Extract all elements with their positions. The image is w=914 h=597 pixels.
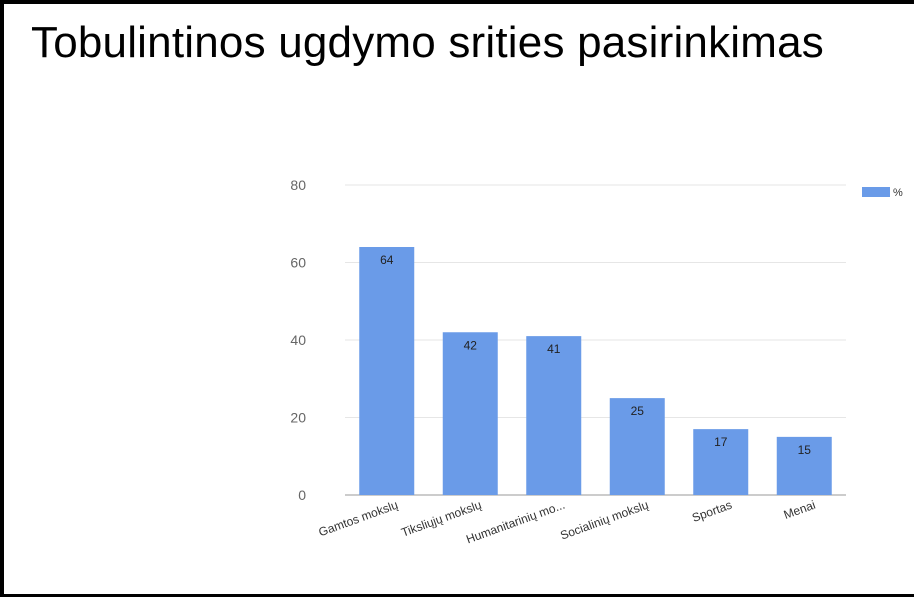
legend: % [862,187,903,199]
bar [526,336,582,495]
gridlines [345,184,846,496]
y-tick-label: 40 [290,332,306,348]
x-axis-ticks: Gamtos mokslų Tiksliųjų mokslųHumanitarin… [317,498,818,547]
legend-swatch [862,187,890,197]
data-labels: 64 42 41 25 17 15 [380,253,811,457]
data-label: 17 [714,435,728,449]
data-label: 41 [547,342,561,356]
bar [359,247,415,495]
data-label: 64 [380,253,394,267]
data-label: 42 [464,338,478,352]
x-tick-label: Sportas [690,498,734,525]
bar [609,398,665,495]
slide-title: Tobulintinos ugdymo srities pasirinkimas [31,18,824,67]
legend-label: % [893,187,903,199]
x-tick-label: Gamtos mokslų [317,498,400,540]
data-label: 25 [631,404,645,418]
x-tick-label: Menai [782,498,818,522]
y-tick-label: 20 [290,410,306,426]
data-label: 15 [798,443,812,457]
bars [359,247,832,495]
y-tick-label: 60 [290,255,306,271]
y-tick-label: 80 [290,177,306,193]
bar [442,332,498,495]
bar [693,429,749,495]
x-tick-label: Socialinių mokslų [558,498,650,543]
y-tick-label: 0 [298,487,306,503]
y-axis-ticks: 0 20 40 60 80 [290,177,306,503]
bar [776,436,832,495]
